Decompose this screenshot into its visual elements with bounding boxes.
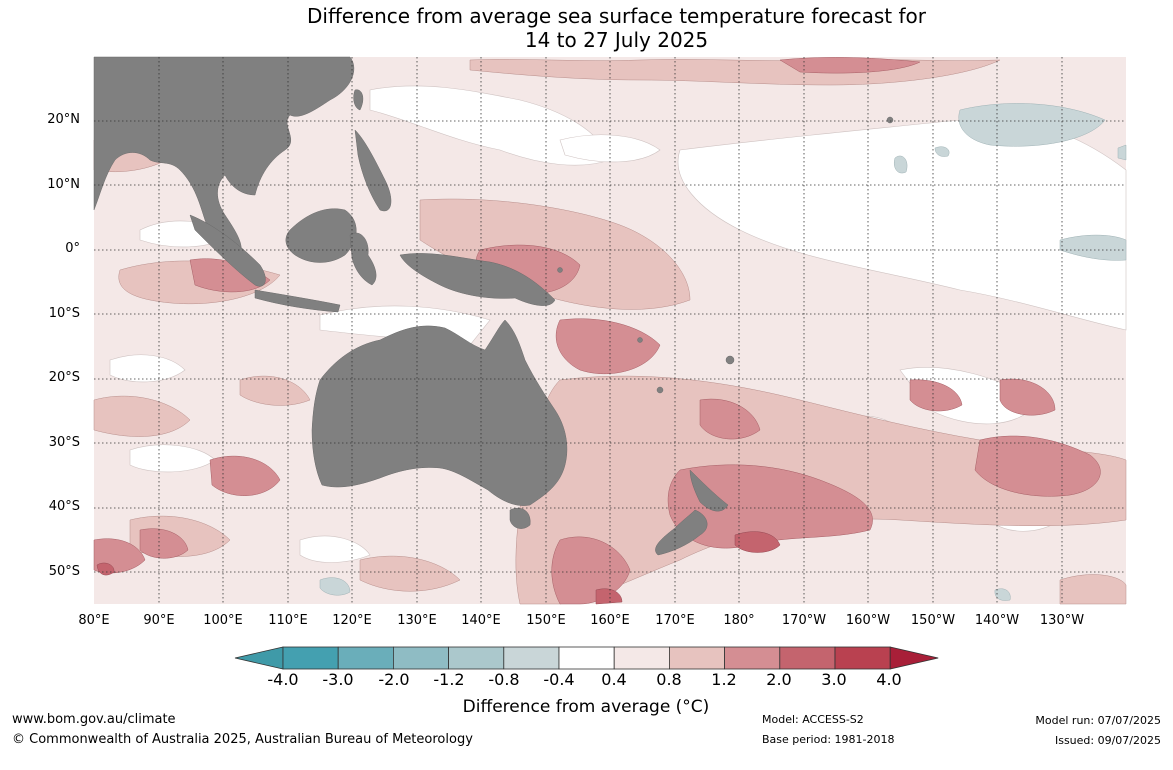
taiwan (353, 89, 364, 111)
lon-label-120e: 120°E (332, 613, 372, 628)
colorbar-cell (503, 646, 560, 670)
colorbar-extend-high (889, 646, 939, 670)
colorbar-cell (779, 646, 836, 670)
base-period-text: Base period: 1981-2018 (762, 733, 895, 746)
sulawesi (349, 232, 377, 286)
philippines (354, 129, 392, 212)
cbar-tick-5: -0.4 (543, 670, 575, 689)
colorbar-cell (613, 646, 670, 670)
lon-label-150e: 150°E (526, 613, 566, 628)
colorbar-cell (282, 646, 339, 670)
lon-label-140e: 140°E (461, 613, 501, 628)
new-guinea (399, 253, 556, 306)
cbar-tick-9: 2.0 (766, 670, 792, 689)
lat-label-20n: 20°N (47, 112, 80, 127)
colorbar-label: Difference from average (°C) (462, 697, 710, 717)
cbar-tick-2: -2.0 (378, 670, 410, 689)
colorbar-cells (234, 646, 939, 670)
gridlines (94, 57, 1126, 604)
lon-label-140w: 140°W (974, 613, 1020, 628)
lon-label-110e: 110°E (268, 613, 308, 628)
new-zealand-south (655, 509, 708, 556)
lon-label-170e: 170°E (655, 613, 695, 628)
colorbar-cell (337, 646, 394, 670)
cbar-tick-7: 0.8 (656, 670, 682, 689)
lon-label-100e: 100°E (203, 613, 243, 628)
cbar-tick-1: -3.0 (322, 670, 354, 689)
borneo (285, 208, 357, 263)
anomaly-1.2-2.0 (93, 57, 1101, 605)
lat-label-30s: 30°S (48, 435, 80, 450)
lon-label-160w: 160°W (845, 613, 891, 628)
chart-title: Difference from average sea surface temp… (0, 4, 1173, 52)
colorbar (234, 646, 939, 670)
lon-label-90e: 90°E (143, 613, 175, 628)
colorbar-extend-low (234, 646, 284, 670)
cbar-tick-11: 4.0 (876, 670, 902, 689)
map-svg (93, 56, 1127, 605)
landmasses (93, 56, 894, 556)
lat-label-10n: 10°N (47, 177, 80, 192)
anomaly-neg-0.8-neg-0.4 (319, 103, 1127, 601)
lat-label-20s: 20°S (48, 370, 80, 385)
colorbar-cell (724, 646, 781, 670)
sumatra (189, 214, 266, 287)
colorbar-cell (669, 646, 726, 670)
model-text: Model: ACCESS-S2 (762, 713, 864, 726)
title-line-2: 14 to 27 July 2025 (524, 28, 709, 52)
website-text: www.bom.gov.au/climate (12, 712, 176, 727)
cbar-tick-8: 1.2 (711, 670, 737, 689)
lon-label-80e: 80°E (78, 613, 110, 628)
issued-text: Issued: 09/07/2025 (1054, 734, 1161, 747)
model-run-text: Model run: 07/07/2025 (1035, 714, 1161, 727)
lon-label-170w: 170°W (781, 613, 827, 628)
australia (311, 319, 568, 506)
colorbar-cell (558, 646, 615, 670)
lon-label-150w: 150°W (910, 613, 956, 628)
lon-label-130w: 130°W (1039, 613, 1085, 628)
lat-label-50s: 50°S (48, 564, 80, 579)
copyright-text: © Commonwealth of Australia 2025, Austra… (12, 732, 473, 747)
lat-label-10s: 10°S (48, 306, 80, 321)
cbar-tick-0: -4.0 (267, 670, 299, 689)
lon-label-130e: 130°E (397, 613, 437, 628)
title-line-1: Difference from average sea surface temp… (306, 4, 926, 28)
colorbar-cell (834, 646, 891, 670)
lon-label-160e: 160°E (590, 613, 630, 628)
new-zealand-north (689, 469, 729, 512)
anomaly-2.0-3.0 (96, 531, 781, 605)
lon-label-180: 180° (723, 613, 755, 628)
cbar-tick-10: 3.0 (821, 670, 847, 689)
java (254, 289, 341, 313)
cbar-tick-4: -0.8 (488, 670, 520, 689)
sst-anomaly-map: 20°N 10°N 0° 10°S 20°S 30°S 40°S 50°S 80… (47, 56, 1127, 628)
lat-label-0: 0° (65, 241, 80, 256)
colorbar-cell (448, 646, 505, 670)
lat-label-40s: 40°S (48, 499, 80, 514)
colorbar-cell (392, 646, 449, 670)
cbar-tick-3: -1.2 (433, 670, 465, 689)
cbar-tick-6: 0.4 (601, 670, 627, 689)
